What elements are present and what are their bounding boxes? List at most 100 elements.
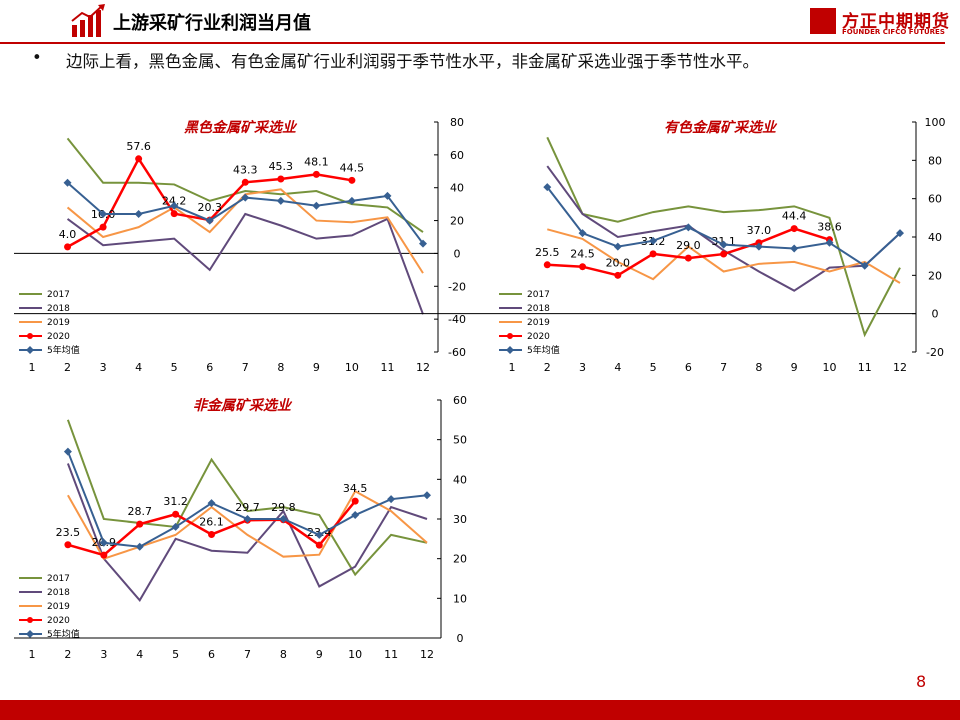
- company-logo: 方正中期期货 FOUNDER CIFCO FUTURES: [810, 6, 950, 40]
- page-number: 8: [916, 672, 927, 691]
- series-line-2019: [67, 489, 428, 560]
- data-point-5yr-avg: [754, 242, 763, 251]
- data-point-5yr-avg: [825, 238, 834, 247]
- y-tick-label: 30: [453, 513, 467, 526]
- y-tick-label: 0: [932, 308, 939, 321]
- y-tick-label: -60: [448, 346, 466, 359]
- data-point-2020: [649, 250, 657, 258]
- series-line-2018: [66, 463, 428, 603]
- data-point-2020: [579, 263, 587, 271]
- chart-title: 非金属矿采选业: [193, 397, 293, 414]
- data-point-5yr-avg: [99, 538, 108, 547]
- data-point-5yr-avg: [419, 239, 427, 248]
- y-tick-label: 20: [450, 215, 464, 228]
- data-point-5yr-avg: [279, 515, 288, 523]
- data-point-5yr-avg: [134, 210, 143, 218]
- x-tick-label: 9: [316, 648, 323, 661]
- data-label-2020: 24.5: [570, 248, 595, 261]
- data-point-5yr-avg: [63, 178, 72, 187]
- x-tick-label: 2: [64, 648, 71, 661]
- legend-label: 5年均值: [47, 628, 80, 640]
- x-tick-label: 10: [348, 648, 362, 661]
- x-tick-label: 8: [755, 361, 762, 374]
- data-point-5yr-avg: [207, 499, 216, 508]
- y-tick-label: 60: [453, 394, 467, 407]
- data-point-5yr-avg: [719, 240, 728, 249]
- data-point-5yr-avg: [613, 242, 622, 251]
- y-tick-label: 60: [928, 193, 942, 206]
- data-point-5yr-avg: [99, 210, 108, 218]
- data-point-5yr-avg: [241, 193, 250, 202]
- data-point-5yr-avg: [312, 201, 321, 210]
- data-point-2020: [136, 520, 144, 528]
- data-point-2020: [790, 225, 798, 233]
- y-tick-label: 0: [454, 247, 461, 260]
- legend-label: 2020: [527, 332, 550, 342]
- data-label-2020: 44.5: [340, 161, 365, 174]
- data-point-2020: [241, 178, 249, 186]
- data-point-5yr-avg: [383, 191, 392, 200]
- x-tick-label: 6: [685, 361, 692, 374]
- x-tick-label: 12: [416, 361, 430, 374]
- data-label-2020: 37.0: [747, 224, 772, 237]
- data-point-2020: [351, 497, 359, 505]
- y-tick-label: 40: [453, 473, 467, 486]
- chart-title: 有色金属矿采选业: [664, 119, 778, 136]
- legend-label: 2020: [47, 332, 70, 342]
- data-point-2020: [208, 530, 216, 538]
- series-line-2018: [66, 212, 424, 315]
- x-tick-label: 5: [650, 361, 657, 374]
- data-label-2020: 29.8: [271, 501, 296, 514]
- data-label-2020: 4.0: [59, 228, 77, 241]
- data-label-2020: 25.5: [535, 246, 560, 259]
- data-point-2020: [614, 271, 622, 279]
- x-tick-label: 6: [206, 361, 213, 374]
- data-point-2020: [277, 175, 285, 183]
- data-label-2020: 23.5: [56, 526, 81, 539]
- y-tick-label: 40: [450, 182, 464, 195]
- data-point-5yr-avg: [649, 236, 658, 245]
- data-point-2020: [720, 250, 728, 258]
- x-tick-label: 11: [380, 361, 394, 374]
- x-tick-label: 10: [345, 361, 359, 374]
- y-tick-label: 80: [928, 154, 942, 167]
- legend-label: 2019: [47, 318, 70, 328]
- data-point-5yr-avg: [860, 261, 869, 270]
- data-label-2020: 29.0: [676, 239, 701, 252]
- data-point-5yr-avg: [243, 515, 252, 523]
- legend-marker: [26, 346, 34, 354]
- legend-marker: [26, 630, 34, 638]
- x-tick-label: 9: [313, 361, 320, 374]
- footer-bar: [0, 700, 960, 720]
- y-tick-label: -40: [448, 313, 466, 326]
- x-tick-label: 2: [64, 361, 71, 374]
- bullet-text: 边际上看，黑色金属、有色金属矿行业利润弱于季节性水平，非金属矿采选业强于季节性水…: [66, 52, 759, 71]
- y-tick-label: 80: [450, 116, 464, 129]
- header-divider: [0, 42, 945, 44]
- legend-label: 2019: [47, 602, 70, 612]
- data-point-2020: [64, 541, 72, 549]
- data-point-5yr-avg: [347, 196, 356, 205]
- data-point-2020: [348, 176, 356, 184]
- legend-marker: [507, 333, 513, 339]
- data-label-2020: 24.2: [162, 195, 187, 208]
- data-label-2020: 57.6: [126, 140, 151, 153]
- bullet-symbol: •: [32, 48, 42, 67]
- logo-mark-icon: [810, 8, 836, 34]
- x-tick-label: 4: [614, 361, 621, 374]
- x-tick-label: 8: [280, 648, 287, 661]
- data-point-5yr-avg: [578, 229, 587, 238]
- legend-marker: [506, 346, 514, 354]
- chart-title: 黑色金属矿采选业: [184, 119, 298, 136]
- y-tick-label: 50: [453, 434, 467, 447]
- x-tick-label: 5: [171, 361, 178, 374]
- data-point-2020: [64, 243, 72, 251]
- x-tick-label: 1: [509, 361, 516, 374]
- x-tick-label: 12: [420, 648, 434, 661]
- series-line-2017: [546, 136, 901, 338]
- data-label-2020: 28.7: [127, 505, 152, 518]
- data-point-5yr-avg: [276, 196, 285, 205]
- y-tick-label: 40: [928, 231, 942, 244]
